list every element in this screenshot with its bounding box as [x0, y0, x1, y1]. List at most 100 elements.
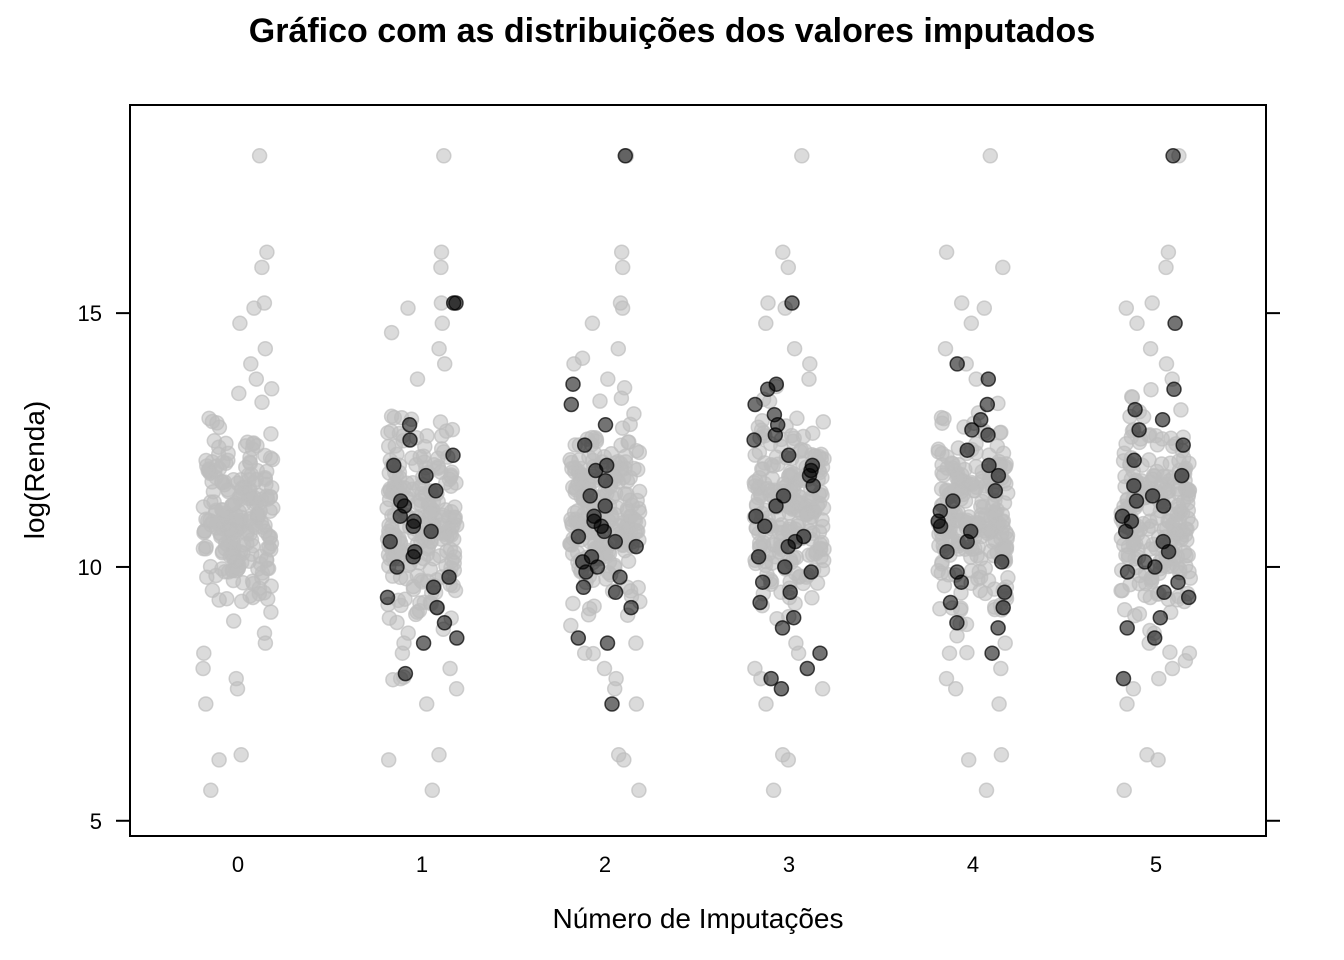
observed-point [972, 582, 988, 599]
x-tick-label: 1 [416, 852, 428, 877]
imputed-point [429, 599, 445, 616]
observed-point [751, 535, 768, 551]
x-tick-label: 2 [599, 852, 611, 877]
y-axis-label: log(Renda) [19, 401, 50, 540]
imputed-point [773, 681, 790, 697]
imputed-point [448, 295, 464, 311]
observed-point [424, 782, 441, 799]
observed-point [262, 450, 279, 466]
imputed-point [959, 442, 976, 458]
observed-point [804, 590, 820, 606]
imputed-point [393, 493, 409, 509]
observed-point [1170, 481, 1186, 497]
imputed-point [389, 559, 405, 575]
imputed-point [979, 396, 996, 413]
observed-point [394, 645, 411, 661]
observed-point [631, 444, 648, 461]
imputed-point [428, 483, 444, 499]
observed-point [263, 426, 279, 442]
observed-point [998, 524, 1014, 541]
observed-point [563, 511, 579, 528]
imputed-point [993, 554, 1010, 570]
observed-point [1149, 437, 1166, 453]
observed-point [257, 635, 274, 651]
observed-point [1181, 645, 1198, 661]
chart-title: Gráfico com as distribuições dos valores… [249, 12, 1095, 50]
observed-point [758, 315, 774, 332]
imputed-point [942, 594, 959, 611]
imputed-point [405, 518, 422, 535]
observed-point [232, 315, 248, 332]
observed-point [995, 259, 1011, 276]
observed-point [431, 340, 447, 357]
observed-point [1118, 300, 1135, 316]
imputed-point [945, 493, 961, 509]
imputed-point [1128, 493, 1145, 509]
observed-point [431, 747, 447, 763]
observed-point [616, 486, 633, 502]
observed-point [1120, 546, 1136, 563]
imputed-point [1154, 411, 1171, 428]
observed-point [937, 340, 954, 357]
observed-point [812, 536, 829, 553]
observed-point [436, 148, 452, 164]
imputed-point [780, 447, 797, 464]
observed-point [993, 747, 1010, 763]
observed-point [263, 479, 280, 496]
imputed-point [570, 528, 587, 545]
imputed-point [604, 696, 620, 712]
x-tick-label: 0 [232, 852, 244, 877]
observed-point [448, 681, 465, 697]
observed-point [1137, 587, 1153, 604]
imputed-point [1160, 543, 1177, 560]
imputed-point [617, 148, 634, 164]
imputed-point [964, 422, 980, 438]
imputed-point [996, 584, 1013, 601]
observed-point [1150, 752, 1166, 768]
observed-point [1151, 670, 1167, 687]
imputed-point [401, 417, 418, 433]
observed-point [409, 371, 426, 387]
observed-point [1168, 512, 1184, 528]
imputed-point [812, 645, 828, 661]
observed-point [994, 506, 1011, 523]
observed-point [936, 410, 952, 427]
imputed-point [949, 356, 965, 372]
observed-point [788, 549, 805, 566]
observed-point [614, 300, 631, 316]
observed-point [628, 696, 645, 712]
imputed-point [774, 620, 791, 636]
imputed-point [425, 579, 442, 596]
observed-point [1173, 402, 1189, 418]
imputed-point [1156, 584, 1172, 601]
x-tick-label: 5 [1150, 852, 1162, 877]
observed-point [211, 752, 227, 768]
observed-point [218, 435, 234, 452]
observed-point [934, 457, 950, 473]
imputed-point [1126, 477, 1142, 494]
observed-point [977, 507, 994, 523]
observed-point [1118, 436, 1134, 452]
imputed-point [596, 523, 613, 540]
observed-point [239, 434, 256, 451]
imputed-point [597, 472, 614, 489]
imputed-point [777, 559, 793, 575]
observed-point [433, 259, 449, 276]
observed-point [941, 645, 958, 661]
observed-point [760, 295, 776, 311]
observed-point [991, 696, 1007, 712]
imputed-point [423, 523, 439, 540]
observed-point [417, 438, 433, 455]
observed-point [616, 752, 632, 768]
observed-point [261, 539, 277, 556]
imputed-point [379, 589, 396, 606]
observed-point [973, 550, 989, 567]
imputed-point [1117, 523, 1134, 540]
observed-point [195, 540, 212, 557]
observed-point [1142, 513, 1158, 530]
observed-point [404, 481, 421, 498]
observed-point [263, 604, 279, 620]
imputed-point [984, 645, 1000, 661]
observed-point [1142, 340, 1159, 357]
observed-point [228, 563, 245, 579]
